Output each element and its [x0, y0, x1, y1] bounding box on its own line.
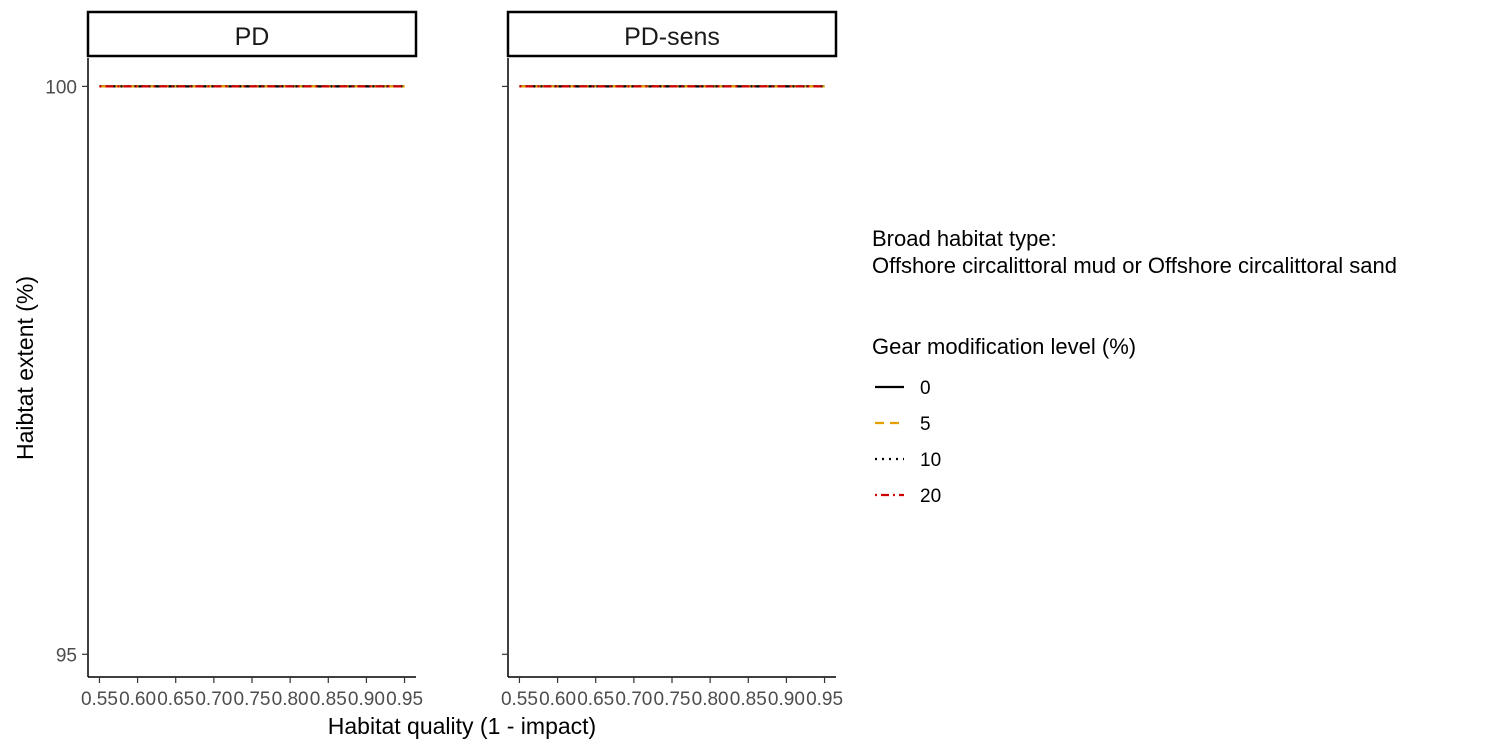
x-tick-label: 0.70 — [195, 689, 232, 710]
facet-label: PD — [235, 23, 270, 51]
x-tick-label: 0.85 — [310, 689, 347, 710]
x-tick-label: 0.60 — [119, 689, 156, 710]
x-tick-label: 0.80 — [692, 689, 729, 710]
legend-habitat-value: Offshore circalittoral mud or Offshore c… — [872, 253, 1397, 278]
legend-entry-label: 20 — [920, 486, 941, 507]
x-tick-label: 0.55 — [81, 689, 118, 710]
x-tick-label: 0.95 — [806, 689, 843, 710]
x-axis-title: Habitat quality (1 - impact) — [328, 713, 596, 739]
x-tick-label: 0.85 — [730, 689, 767, 710]
x-tick-label: 0.65 — [157, 689, 194, 710]
x-tick-label: 0.80 — [272, 689, 309, 710]
x-tick-label: 0.65 — [577, 689, 614, 710]
x-tick-label: 0.75 — [234, 689, 271, 710]
facet-strip — [506, 10, 838, 58]
legend-gear-title: Gear modification level (%) — [872, 334, 1136, 359]
x-tick-label: 0.95 — [386, 689, 423, 710]
x-tick-label: 0.55 — [501, 689, 538, 710]
facet-label: PD-sens — [624, 23, 720, 51]
legend-entry-label: 0 — [920, 378, 931, 399]
x-tick-label: 0.70 — [615, 689, 652, 710]
x-tick-label: 0.90 — [348, 689, 385, 710]
legend-entry-label: 5 — [920, 414, 931, 435]
y-tick-label: 100 — [45, 77, 77, 98]
x-tick-label: 0.90 — [768, 689, 805, 710]
legend-entry-label: 10 — [920, 450, 941, 471]
y-axis-title: Haibtat extent (%) — [12, 276, 38, 460]
y-tick-label: 95 — [56, 645, 77, 666]
x-tick-label: 0.60 — [539, 689, 576, 710]
legend-habitat-title: Broad habitat type: — [872, 226, 1057, 251]
x-tick-label: 0.75 — [654, 689, 691, 710]
facet-strip — [86, 10, 418, 58]
